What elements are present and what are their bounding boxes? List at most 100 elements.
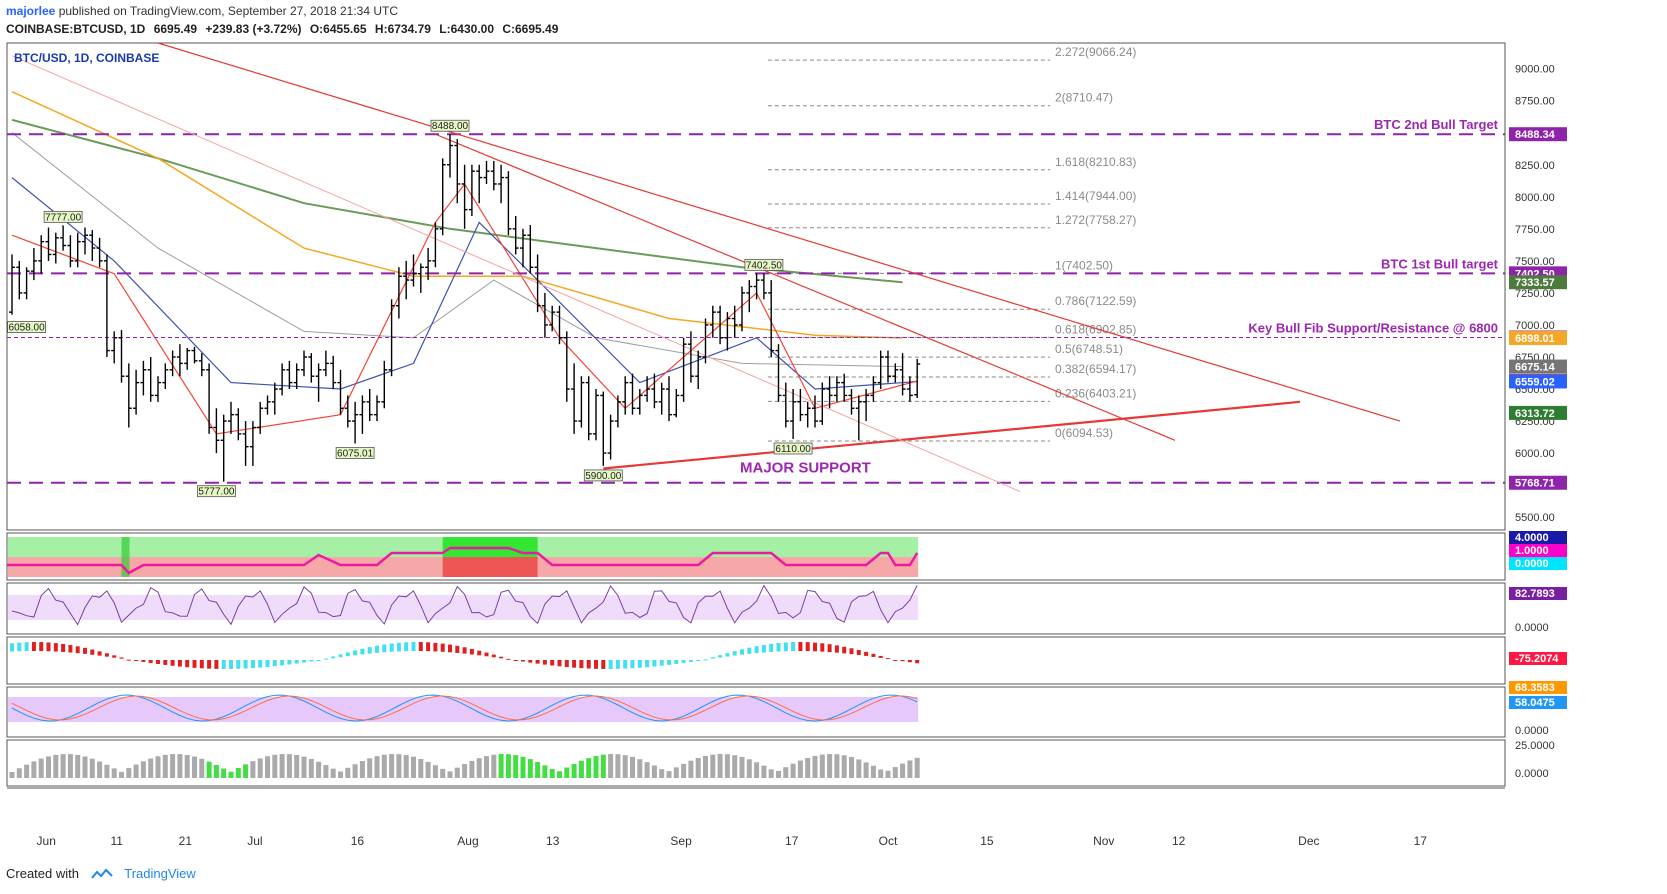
price-label-text: 8488.00 [432, 121, 469, 132]
volume-bar [491, 754, 497, 778]
macd-bar [39, 642, 44, 652]
indicator-value-text: 0.0000 [1515, 725, 1549, 737]
volume-bar [856, 759, 862, 778]
volume-bar [849, 757, 854, 778]
price-label-box [583, 469, 623, 482]
volume-bar [411, 756, 416, 778]
volume-bar [82, 756, 88, 778]
volume-bar [476, 758, 482, 778]
volume-bar [243, 764, 249, 778]
rsi-line [11, 584, 918, 626]
volume-bar [177, 754, 183, 778]
volume-bar [914, 757, 920, 778]
indicator-value-text: 0.0000 [1515, 622, 1549, 634]
volume-bar [710, 754, 716, 778]
x-axis-tick-label: 21 [179, 834, 193, 848]
indicator-value-tag [1509, 531, 1567, 544]
macd-bar [265, 660, 270, 667]
ma-50-line [11, 132, 903, 368]
macd-bar [236, 660, 241, 669]
ma-100-line [11, 91, 903, 339]
volume-bar [564, 767, 570, 778]
macd-bar [608, 660, 613, 669]
volume-bar [265, 756, 270, 778]
close-value: C:6695.49 [502, 22, 559, 36]
volume-bar [250, 761, 256, 778]
volume-bar [878, 769, 884, 778]
macd-bar [61, 643, 66, 652]
macd-bar [280, 660, 285, 666]
macd-bar [302, 660, 306, 663]
macd-bar [272, 660, 277, 667]
macd-bar [820, 643, 825, 652]
x-axis-tick-label: 17 [785, 834, 799, 848]
price-label-box [744, 258, 784, 271]
price-label-text: 6110.00 [775, 444, 811, 455]
volume-bar [24, 764, 30, 778]
volume-bar [308, 758, 314, 778]
volume-bar [381, 754, 387, 778]
volume-bar [885, 770, 891, 778]
volume-bar [286, 754, 292, 778]
macd-bar [579, 660, 584, 669]
price-tag-box [1509, 127, 1567, 142]
macd-bar [747, 647, 752, 654]
volume-bar [374, 756, 380, 778]
author-link[interactable]: majorlee [6, 4, 56, 18]
macd-bar [375, 645, 379, 653]
x-axis-tick-label: Oct [879, 834, 898, 848]
volume-bar [46, 756, 51, 778]
stoch-d-line [11, 695, 918, 721]
x-axis-tick-label: Jul [247, 834, 262, 848]
volume-bar [192, 756, 197, 778]
volume-bar [557, 771, 562, 778]
volume-bar [746, 759, 752, 778]
price-tag-box [1509, 331, 1567, 346]
macd-bar [469, 648, 474, 655]
volume-bar [739, 756, 745, 778]
macd-bar [849, 648, 854, 655]
volume-bar [432, 765, 438, 778]
indicator-value-tag [1509, 681, 1567, 694]
y-axis-tick-label: 8250.00 [1515, 160, 1555, 172]
volume-bar [615, 754, 621, 778]
chart-canvas[interactable]: 2.272(9066.24) 2(8710.47) 1.618(8210.83) 1.… [0, 40, 1667, 860]
downtrend-line-long [157, 42, 1401, 422]
macd-bar [10, 643, 14, 652]
macd-bar [652, 660, 657, 667]
indicator-value-tag [1509, 557, 1567, 570]
macd-bar [813, 642, 817, 652]
volume-bar [316, 761, 322, 778]
price-tag-box [1509, 374, 1567, 389]
volume-bar [608, 754, 614, 778]
volume-bar [783, 767, 789, 778]
tradingview-link[interactable]: TradingView [124, 866, 196, 881]
top-bar: majorlee published on TradingView.com, S… [0, 0, 1667, 40]
indicator-value-tag [1509, 696, 1567, 709]
volume-bar [213, 764, 219, 778]
volume-bar [761, 765, 767, 778]
macd-bar [725, 653, 730, 657]
macd-bar [659, 660, 664, 666]
macd-bar [842, 646, 847, 654]
major-support-trendline [603, 400, 1301, 470]
macd-bar [871, 653, 876, 657]
volume-bar [75, 754, 81, 778]
macd-bar [615, 660, 620, 669]
fib-level-label: 2(8710.47) [1055, 91, 1113, 105]
indicator-value-text: 25.0000 [1515, 740, 1555, 752]
macd-bar [258, 660, 263, 668]
macd-bar [104, 653, 109, 657]
volume-bar [111, 768, 117, 778]
macd-bar [97, 651, 102, 656]
fib-level-label: 1.414(7944.00) [1055, 189, 1136, 203]
macd-bar [484, 652, 489, 657]
symbol-label: COINBASE:BTCUSD, 1D [6, 22, 146, 36]
volume-bar [184, 754, 190, 778]
volume-bar [812, 755, 818, 778]
volume-bar [133, 764, 139, 778]
macd-bar [433, 642, 438, 652]
rsi-band [8, 595, 919, 620]
volume-bar [863, 762, 869, 778]
macd-bar [761, 644, 766, 653]
